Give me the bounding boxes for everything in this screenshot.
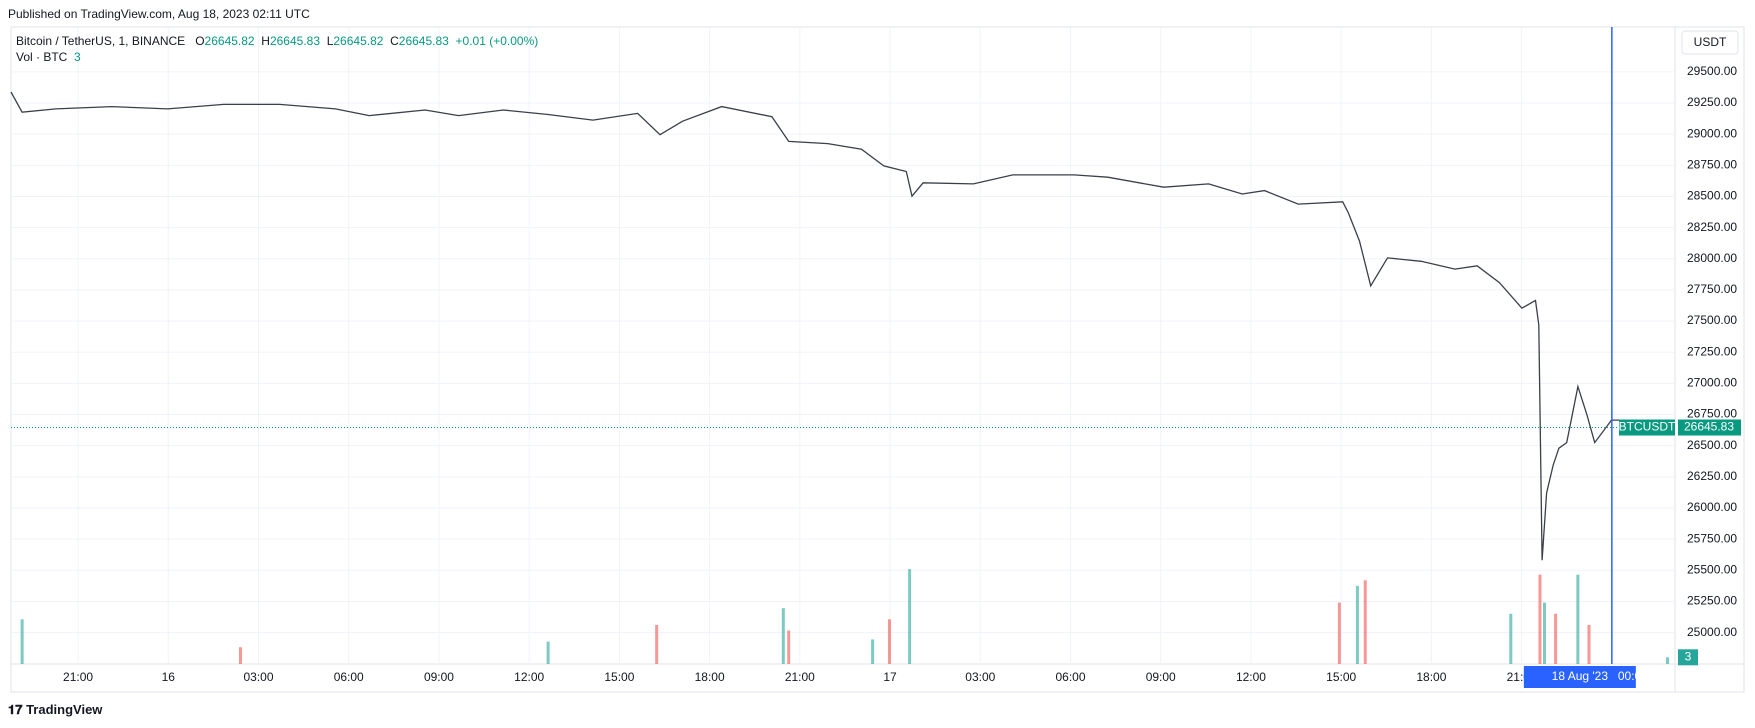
x-tick-label: 21:00 (785, 670, 815, 684)
symbol: Bitcoin / TetherUS, 1, BINANCE (16, 34, 186, 48)
y-tick-label: 29250.00 (1687, 95, 1737, 109)
y-tick-label: 28250.00 (1687, 220, 1737, 234)
footer: 𝟏𝟕 TradingView (8, 702, 103, 717)
volume-tag (1678, 649, 1698, 666)
close: 26645.83 (398, 34, 449, 48)
y-tick-label: 26250.00 (1687, 469, 1737, 483)
volume-tag-label: 3 (1685, 649, 1692, 663)
h-label: H (261, 34, 270, 48)
volume-bar (1355, 585, 1359, 664)
x-tick-label: 03:00 (243, 670, 273, 684)
x-tick-label: 09:00 (1146, 670, 1176, 684)
currency-box (1681, 30, 1739, 55)
x-tick-label: 12:00 (1236, 670, 1266, 684)
volume-bar (1554, 613, 1558, 664)
volume-bar (546, 641, 550, 664)
volume-bar (1363, 580, 1367, 664)
volume-bar (238, 647, 242, 664)
y-tick-label: 28000.00 (1687, 251, 1737, 265)
volume-bar (1509, 613, 1513, 664)
volume-bar (1587, 624, 1591, 664)
y-tick-label: 28500.00 (1687, 189, 1737, 203)
brand: TradingView (26, 702, 103, 717)
volume-bar (20, 619, 24, 664)
vol-label: Vol · BTC (16, 50, 68, 64)
x-tick-label: 21:00 (63, 670, 93, 684)
y-tick-label: 25500.00 (1687, 562, 1737, 576)
volume-bar (871, 639, 875, 664)
y-tick-label: 26000.00 (1687, 500, 1737, 514)
volume-bar (781, 608, 785, 664)
volume-bar (787, 630, 791, 664)
volume-bar (887, 619, 891, 664)
crosshair-time: 00:00 (1618, 669, 1648, 683)
ticker-label: BTCUSDT (1619, 420, 1676, 434)
o-label: O (195, 34, 205, 48)
volume-bar (1538, 574, 1542, 664)
ticker-tag (1619, 419, 1675, 436)
change: +0.01 (+0.00%) (455, 34, 539, 48)
x-tick-label: 09:00 (424, 670, 454, 684)
open: 26645.82 (204, 34, 255, 48)
x-tick-label: 12:00 (514, 670, 544, 684)
y-tick-label: 27000.00 (1687, 376, 1737, 390)
currency-label: USDT (1694, 35, 1727, 49)
high: 26645.83 (269, 34, 321, 48)
x-tick-label: 06:00 (1055, 670, 1085, 684)
crosshair-date: 18 Aug '23 (1552, 669, 1609, 683)
y-tick-label: 29500.00 (1687, 64, 1737, 78)
volume-bar (908, 569, 912, 664)
y-tick-label: 29000.00 (1687, 126, 1737, 140)
c-label: C (390, 34, 399, 48)
y-tick-label: 28750.00 (1687, 157, 1737, 171)
x-tick-label: 03:00 (965, 670, 995, 684)
volume-legend: Vol · BTC 3 (16, 50, 81, 64)
l-label: L (326, 34, 334, 48)
price-label: 26645.83 (1684, 420, 1734, 434)
y-tick-label: 26750.00 (1687, 407, 1737, 421)
crosshair-tag (1523, 666, 1636, 688)
volume-bar (1576, 574, 1580, 664)
y-tick-label: 27500.00 (1687, 313, 1737, 327)
x-tick-label: 15:00 (604, 670, 634, 684)
y-tick-label: 27750.00 (1687, 282, 1737, 296)
legend: Bitcoin / TetherUS, 1, BINANCE O26645.82… (16, 34, 538, 48)
x-tick-label: 18:00 (1416, 670, 1446, 684)
y-tick-label: 25250.00 (1687, 594, 1737, 608)
price-line (10, 91, 1668, 561)
volume-bar (655, 624, 659, 664)
plot-frame (10, 26, 1745, 693)
vol-value: 3 (74, 50, 81, 64)
x-tick-label: 17 (883, 670, 897, 684)
x-tick-label: 16 (162, 670, 176, 684)
low: 26645.82 (333, 34, 384, 48)
volume-bar (1665, 657, 1669, 664)
y-tick-label: 26500.00 (1687, 438, 1737, 452)
x-tick-label: 15:00 (1326, 670, 1356, 684)
y-tick-label: 25750.00 (1687, 531, 1737, 545)
x-tick-label: 18:00 (695, 670, 725, 684)
volume-bar (1337, 602, 1341, 664)
price-tag (1678, 419, 1741, 436)
y-tick-label: 27250.00 (1687, 344, 1737, 358)
published-note: Published on TradingView.com, Aug 18, 20… (8, 7, 310, 21)
x-tick-label: 06:00 (334, 670, 364, 684)
y-tick-label: 25000.00 (1687, 625, 1737, 639)
volume-bar (1542, 602, 1546, 664)
